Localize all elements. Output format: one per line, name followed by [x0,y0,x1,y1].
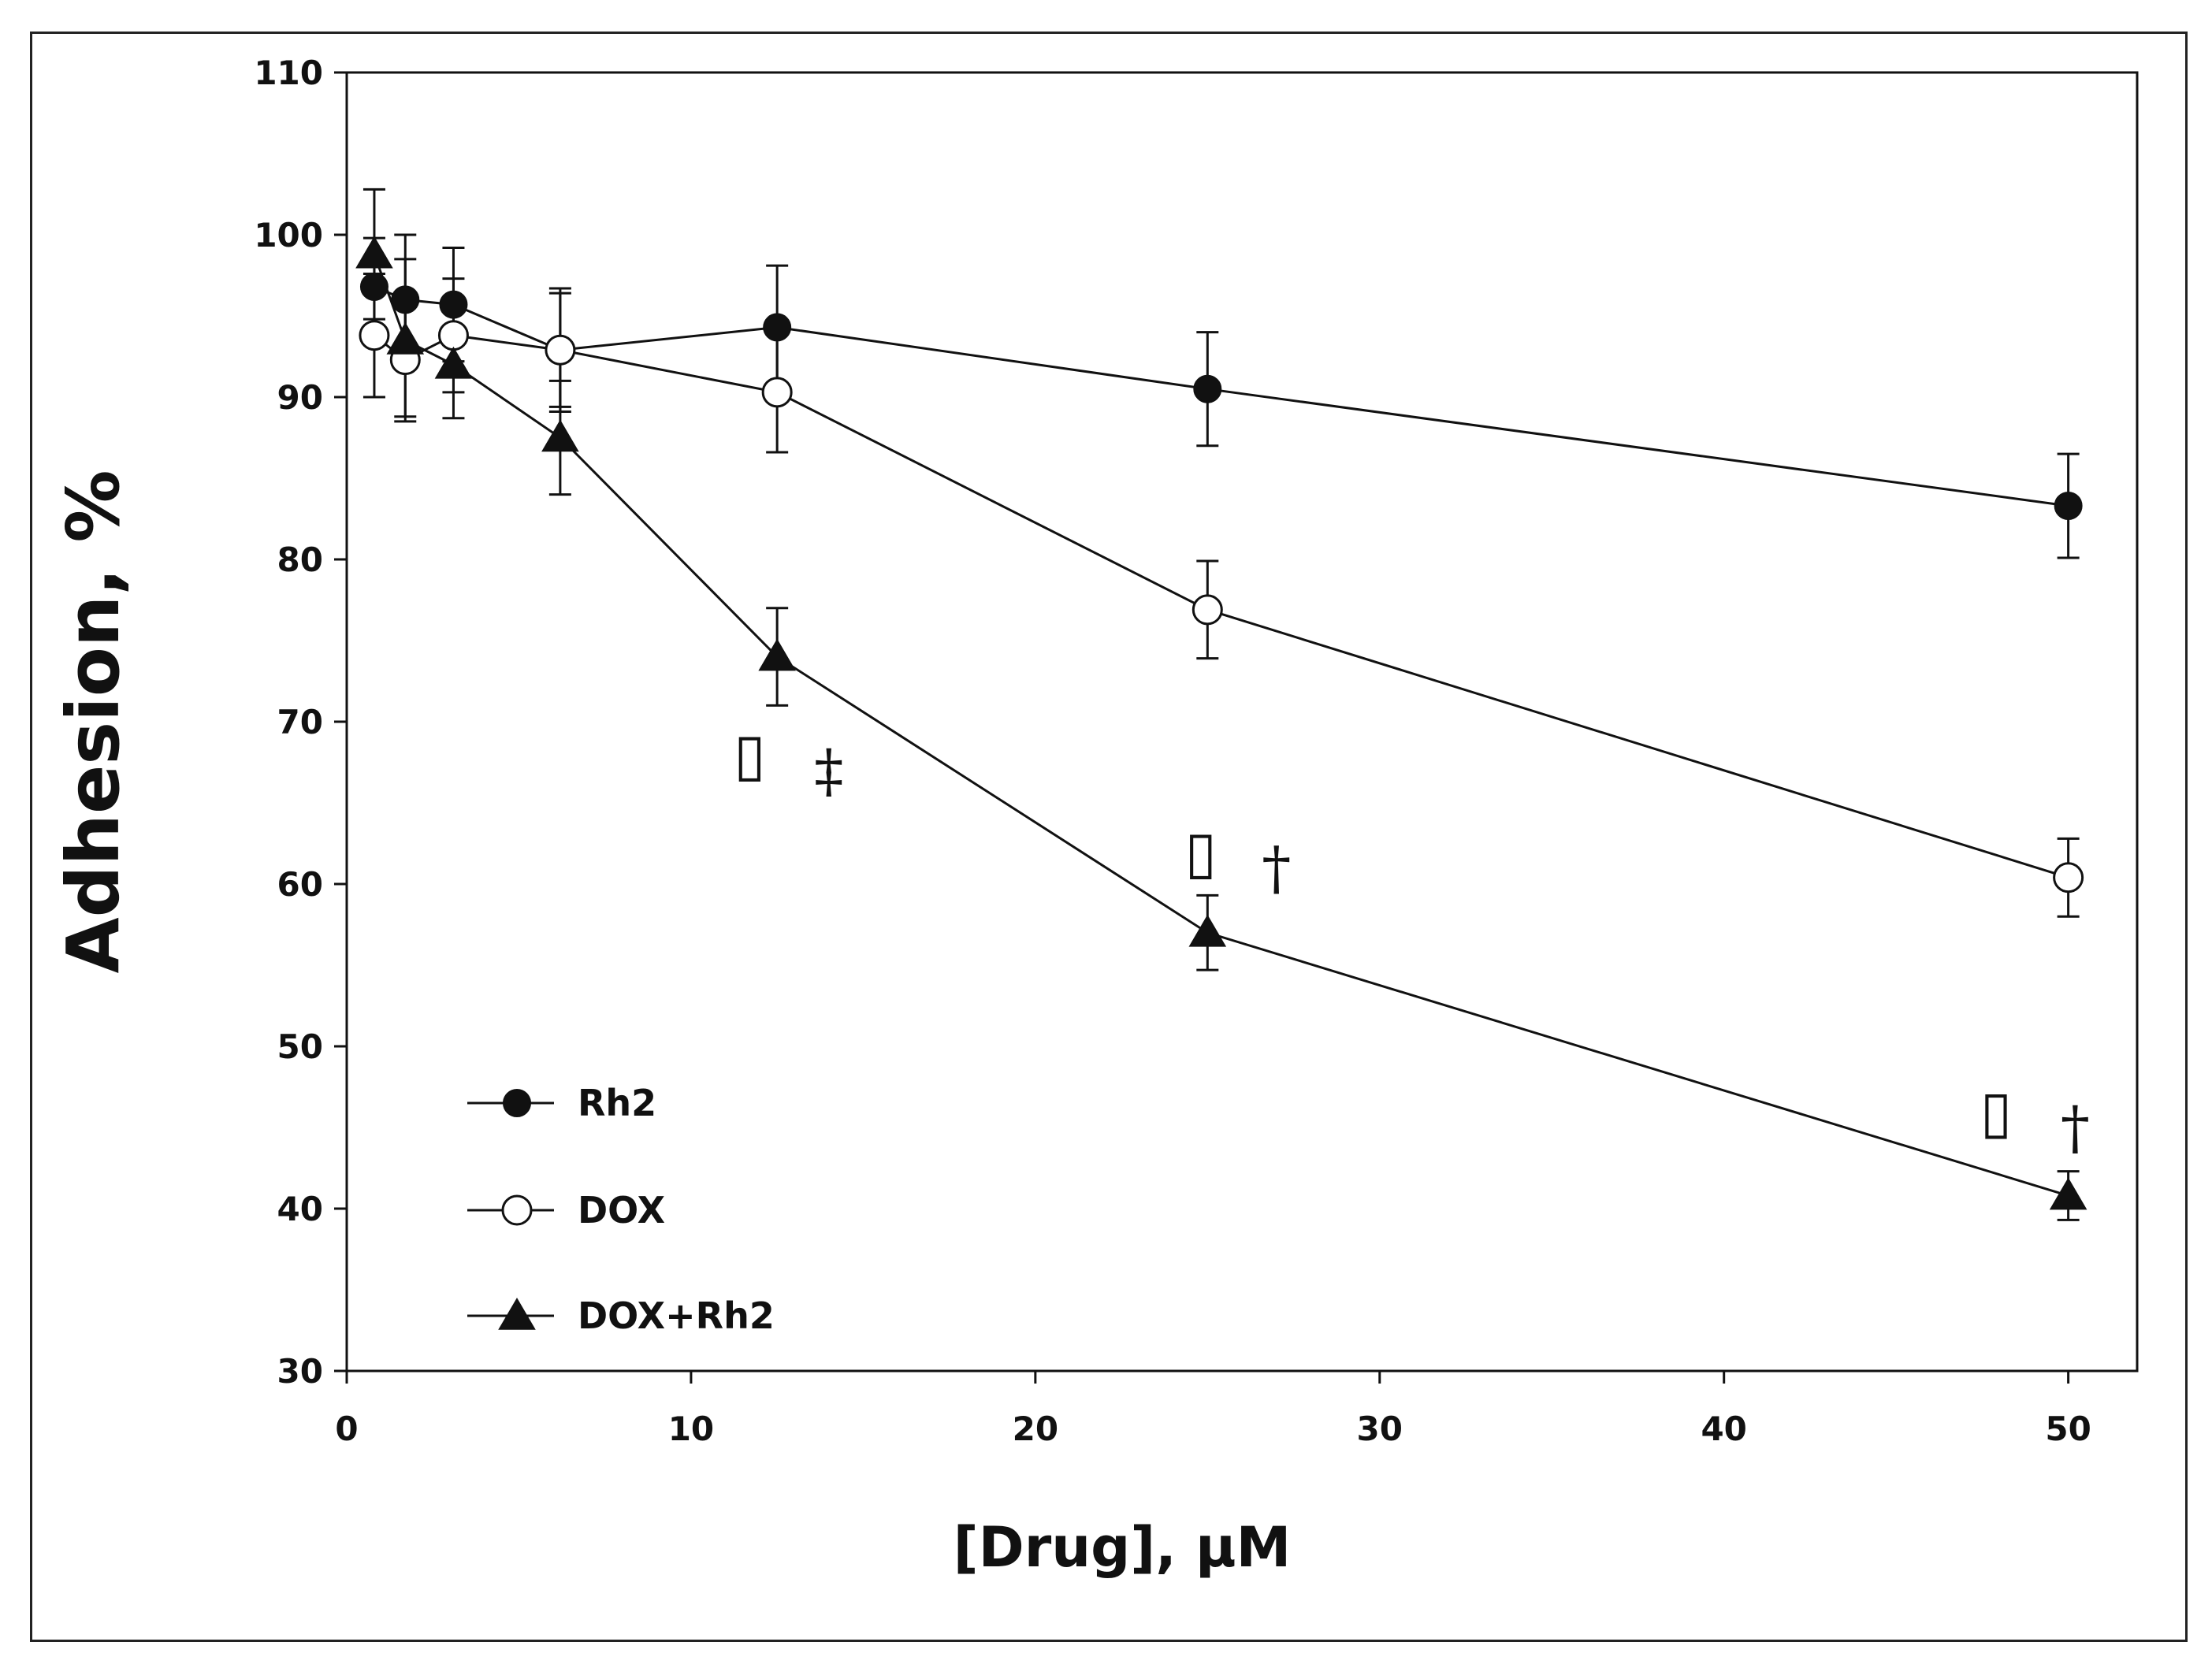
data-point-rh2 [2054,492,2083,521]
y-tick-label: 60 [277,865,323,904]
data-point-dox [2053,862,2084,893]
x-tick-label: 10 [668,1410,714,1448]
legend: Rh2 DOX DOX+Rh2 [467,1082,775,1337]
plot-area [345,71,2139,1373]
y-tick-label: 100 [254,216,323,254]
y-tick-label: 110 [254,54,323,92]
data-point-dox-rh2 [2049,1177,2087,1210]
legend-marker-dox-rh2 [498,1298,536,1330]
data-point-dox-rh2 [386,321,425,355]
series-line-dox-rh2 [373,254,2069,1197]
data-point-dox-rh2 [355,236,393,269]
legend-marker-rh2 [503,1089,531,1117]
significance-mark: ‡ [814,737,843,805]
x-tick-label: 20 [1013,1410,1058,1448]
y-axis-title: Adhesion, % [51,470,136,973]
data-point-rh2 [391,285,420,314]
y-axis-ticks: 30 40 50 60 70 80 90 100 110 [254,54,347,1391]
x-tick-label: 50 [2045,1410,2091,1448]
data-point-rh2 [439,290,468,319]
x-axis-ticks: 0 10 20 30 40 50 [335,1371,2091,1448]
significance-mark: ▯ [1980,1078,2012,1146]
x-tick-label: 30 [1357,1410,1403,1448]
data-point-dox-rh2 [434,346,473,379]
series-lines [373,254,2069,1197]
x-axis-title: [Drug], μM [954,1515,1292,1580]
y-tick-label: 90 [277,378,323,417]
y-tick-label: 30 [277,1352,323,1391]
x-tick-label: 0 [335,1410,358,1448]
y-tick-label: 50 [277,1027,323,1066]
data-point-dox-rh2 [1188,914,1227,947]
data-point-dox [1192,594,1223,626]
legend-marker-dox [501,1194,533,1226]
data-point-dox [761,377,793,408]
significance-annotations: ▯ ‡ ▯ † ▯ † [734,721,2090,1162]
figure-frame [30,32,2188,1642]
significance-mark: † [2061,1094,2090,1162]
data-point-rh2 [763,313,792,342]
significance-mark: ▯ [734,721,766,789]
y-tick-label: 70 [277,703,323,741]
y-tick-label: 40 [277,1190,323,1228]
data-markers [355,236,2087,1210]
x-tick-label: 40 [1701,1410,1746,1448]
data-point-dox [359,320,390,351]
data-point-dox-rh2 [541,419,579,452]
y-tick-label: 80 [277,540,323,579]
data-point-rh2 [1193,374,1222,403]
legend-label-dox-rh2: DOX+Rh2 [578,1295,775,1337]
significance-mark: ▯ [1184,819,1217,886]
data-point-dox-rh2 [758,638,796,671]
data-point-rh2 [359,272,388,301]
significance-mark: † [1262,834,1291,902]
legend-label-rh2: Rh2 [578,1082,656,1124]
data-point-dox [545,334,576,366]
series-line-rh2 [374,285,2069,507]
data-point-dox [437,320,469,351]
legend-label-dox: DOX [578,1189,665,1231]
